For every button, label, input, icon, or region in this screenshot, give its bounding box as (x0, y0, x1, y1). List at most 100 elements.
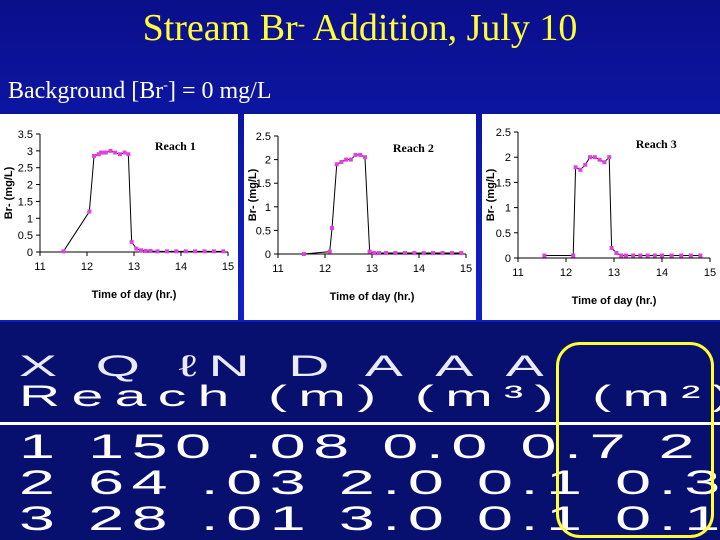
data-point (101, 150, 106, 155)
y-tick-label: 2 (27, 180, 33, 192)
y-tick-label: 0 (27, 247, 33, 259)
y-tick-label: 1 (505, 203, 511, 215)
series-line (63, 150, 224, 252)
data-point (108, 148, 113, 153)
data-point (103, 150, 108, 155)
x-tick-label: 11 (272, 263, 283, 275)
highlight-bracket (556, 342, 714, 538)
data-point (164, 249, 169, 254)
table-row: 1 150 .08 0.0 0.7 2 9.0 9.0 10 (19, 428, 720, 466)
subtitle-sup: - (163, 78, 168, 93)
data-point (139, 248, 144, 253)
y-tick-label: 2.5 (496, 127, 511, 139)
x-tick-label: 14 (656, 267, 668, 279)
data-point (99, 150, 104, 155)
y-tick-label: 2 (265, 155, 271, 167)
data-point (129, 239, 134, 244)
y-axis-label: Br- (mg/L) (485, 168, 497, 221)
chart-reach-1: 0 0.5 1 1.5 2 2.5 3 3.5 11 12 13 14 15 Time of day (h… (3, 129, 234, 301)
data-point (339, 159, 344, 164)
data-point (638, 253, 643, 258)
y-tick-label: 1 (265, 202, 271, 214)
y-tick-label: 2.5 (256, 131, 271, 143)
y-tick-label: 2 (505, 152, 511, 164)
data-point (330, 226, 335, 231)
data-point (372, 251, 377, 256)
y-tick-label: 1 (27, 213, 33, 225)
subtitle-right: ] = 0 mg/L (167, 78, 272, 104)
chart-panel-reach-3: 0 0.5 1 1.5 2 2.5 11 12 13 14 15 Time of day (hr.) B… (482, 114, 720, 320)
x-axis-label: Time of day (hr.) (92, 289, 177, 301)
table-row: 3 28 .01 3.0 0.1 0.1 1.1 8.5 15 (19, 500, 720, 538)
table-header-units: Reach (m) (m³) (m²) (m) (m) (s) (19, 380, 720, 413)
data-point (645, 253, 650, 258)
title-sup: - (297, 11, 306, 36)
data-point (134, 246, 139, 251)
x-tick-label: 12 (319, 263, 331, 275)
reach-label: Reach 1 (155, 139, 196, 153)
data-point (301, 252, 306, 256)
x-tick-label: 11 (512, 267, 523, 279)
data-point (143, 248, 148, 253)
data-point (592, 155, 597, 160)
data-point (221, 249, 226, 254)
data-point (669, 253, 674, 258)
data-point (602, 160, 607, 165)
data-point (126, 152, 131, 157)
data-point (412, 251, 417, 256)
data-point (183, 249, 188, 254)
y-tick-label: 1.5 (256, 178, 271, 190)
data-point (202, 249, 207, 254)
data-point (609, 245, 614, 250)
x-tick-label: 15 (222, 261, 234, 273)
subtitle-left: Background [Br (8, 78, 164, 104)
data-point (334, 162, 339, 167)
data-point (660, 253, 664, 258)
chart-reach-2: 0 0.5 1 1.5 2 2.5 11 12 13 14 15 Time of day (hr.) B… (247, 131, 472, 303)
slide-title: Stream Br- Addition, July 10 (0, 6, 720, 50)
y-axis-label: Br- (mg/L) (247, 168, 259, 221)
data-point (652, 253, 657, 258)
x-axis-label: Time of day (hr.) (572, 295, 657, 307)
data-point (348, 157, 353, 162)
data-point (440, 251, 445, 256)
data-point (393, 251, 398, 256)
data-point (597, 157, 602, 162)
y-tick-label: 3 (27, 146, 33, 158)
y-axis-label: Br- (mg/L) (3, 166, 15, 219)
x-axis-label: Time of day (hr.) (330, 291, 415, 303)
data-point (384, 251, 389, 256)
table-header-symbols: X Q ℓN D A A A (19, 350, 556, 383)
data-point (624, 253, 628, 258)
reach-label: Reach 2 (393, 141, 434, 155)
data-point (431, 251, 436, 256)
series-line (303, 154, 462, 255)
data-point (122, 150, 127, 155)
data-point (61, 249, 66, 254)
x-tick-label: 15 (460, 263, 472, 275)
data-point (571, 253, 576, 258)
data-point (367, 249, 372, 254)
data-point (583, 162, 588, 167)
y-tick-label: 1.5 (18, 196, 33, 208)
x-tick-label: 12 (81, 261, 93, 273)
data-point (679, 253, 684, 258)
x-tick-label: 14 (175, 261, 187, 273)
data-point (344, 157, 349, 162)
x-tick-label: 13 (366, 263, 378, 275)
data-point (402, 251, 407, 256)
data-point (573, 165, 578, 170)
chart-panel-reach-1: 0 0.5 1 1.5 2 2.5 3 3.5 11 12 13 14 15 Time of day (h… (0, 114, 238, 320)
y-tick-label: 0.5 (256, 225, 271, 237)
y-tick-label: 0 (505, 253, 511, 265)
data-point (377, 251, 382, 256)
data-point (174, 249, 179, 254)
data-point (87, 209, 92, 214)
reach-label: Reach 3 (636, 137, 677, 151)
x-tick-label: 13 (608, 267, 620, 279)
table-divider (0, 422, 720, 425)
data-point (578, 167, 583, 172)
data-point (588, 155, 592, 160)
y-tick-label: 1.5 (496, 177, 511, 189)
data-point (148, 248, 153, 253)
